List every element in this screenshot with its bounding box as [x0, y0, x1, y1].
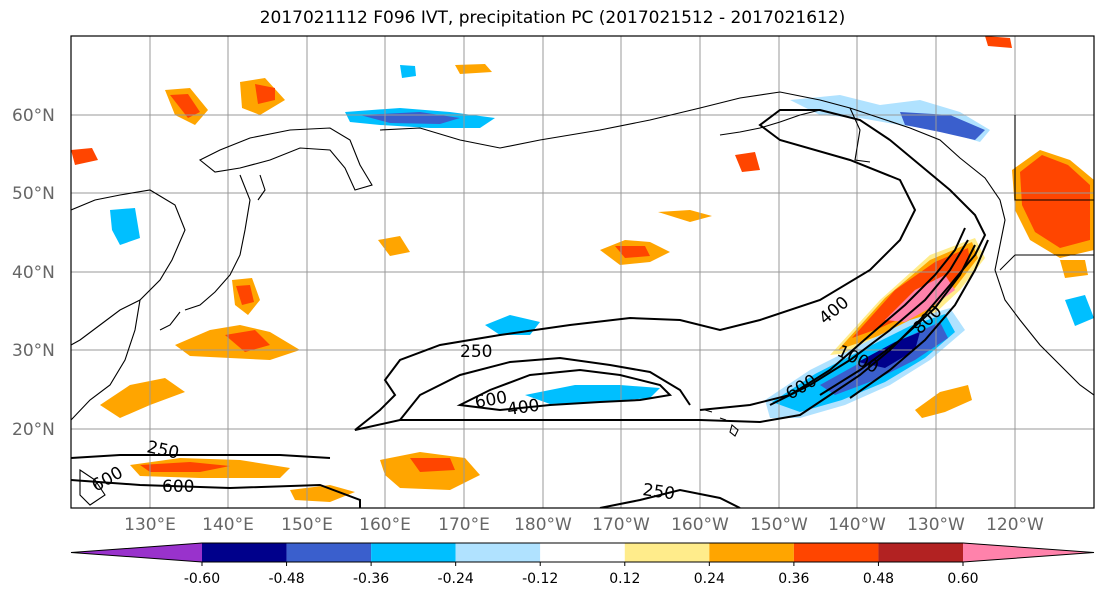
precip-region	[985, 36, 1012, 48]
lon-label: 140°W	[828, 515, 886, 535]
lon-label: 140°E	[202, 515, 254, 535]
lon-label: 150°E	[281, 515, 333, 535]
precip-region	[225, 330, 270, 352]
lon-label: 170°E	[438, 515, 490, 535]
colorbar: -0.60 -0.48 -0.36 -0.24 -0.12 0.12 0.24 0.36 0.4…	[70, 542, 1095, 587]
contour-label: 250	[641, 480, 676, 504]
colorbar-tick-label: -0.12	[522, 571, 558, 587]
colorbar-segment	[286, 543, 372, 562]
contour-label: 600	[162, 477, 194, 497]
precip-region	[790, 95, 990, 142]
precip-region	[735, 152, 760, 172]
lat-label: 50°N	[12, 184, 55, 204]
precip-region	[400, 65, 416, 78]
colorbar-segment	[624, 543, 710, 562]
colorbar-tick-label: 0.36	[778, 571, 809, 587]
colorbar-tick-label: 0.24	[694, 571, 725, 587]
precip-region	[915, 385, 972, 418]
colorbar-tick-label: -0.24	[438, 571, 474, 587]
precip-region	[525, 385, 660, 404]
precip-region	[71, 148, 98, 165]
precip-region	[236, 285, 254, 305]
colorbar-tick-label: 0.48	[863, 571, 894, 587]
lat-label: 20°N	[12, 420, 55, 440]
precip-region	[1020, 155, 1090, 248]
precip-region	[1060, 260, 1088, 278]
precip-region	[410, 458, 455, 472]
map-title: 2017021112 F096 IVT, precipitation PC (2…	[259, 8, 846, 28]
colorbar-extend-low	[71, 543, 202, 562]
colorbar-segment	[793, 543, 879, 562]
map-content	[71, 36, 1094, 508]
lon-label: 150°W	[750, 515, 808, 535]
contour-label: 250	[460, 342, 492, 362]
precip-region	[290, 485, 355, 502]
precip-region	[485, 315, 540, 335]
precip-region	[100, 378, 185, 418]
precip-region	[615, 246, 650, 258]
colorbar-segment	[540, 543, 625, 562]
precip-region	[140, 462, 230, 472]
precip-region	[1065, 295, 1094, 326]
precip-region	[378, 236, 410, 256]
precip-region	[110, 208, 140, 245]
lon-label: 180°W	[514, 515, 572, 535]
precip-region	[900, 112, 985, 140]
lon-label: 160°E	[359, 515, 411, 535]
lat-label: 30°N	[12, 341, 55, 361]
colorbar-tick-label: -0.36	[353, 571, 389, 587]
colorbar-extend-high	[963, 543, 1094, 562]
lon-label: 130°E	[124, 515, 176, 535]
lat-label: 40°N	[12, 263, 55, 283]
ivt-contours	[71, 109, 989, 508]
lon-label: 120°W	[986, 515, 1044, 535]
longitude-labels: 130°E 140°E 150°E 160°E 170°E 180°W 170°…	[124, 515, 1044, 535]
lat-label: 60°N	[12, 106, 55, 126]
colorbar-segment	[709, 543, 794, 562]
latitude-labels: 60°N 50°N 40°N 30°N 20°N	[12, 106, 55, 440]
colorbar-tick-label: -0.48	[268, 571, 304, 587]
precip-region	[255, 84, 275, 104]
precip-region	[170, 94, 200, 118]
colorbar-tick-label: 0.60	[947, 571, 978, 587]
colorbar-tick-label: -0.60	[184, 571, 220, 587]
coastlines	[71, 91, 1094, 506]
colorbar-segment	[371, 543, 456, 562]
colorbar-segment	[455, 543, 541, 562]
precip-region	[658, 210, 712, 222]
gridlines	[71, 36, 1094, 508]
colorbar-tick-label: 0.12	[609, 571, 640, 587]
lon-label: 160°W	[671, 515, 729, 535]
map-frame	[70, 35, 1095, 509]
lon-label: 170°W	[592, 515, 650, 535]
precip-region	[852, 248, 970, 338]
colorbar-segment	[878, 543, 963, 562]
precip-region	[885, 275, 955, 322]
colorbar-segment	[202, 543, 287, 562]
lon-label: 130°W	[907, 515, 965, 535]
contour-label: 400	[506, 396, 541, 420]
